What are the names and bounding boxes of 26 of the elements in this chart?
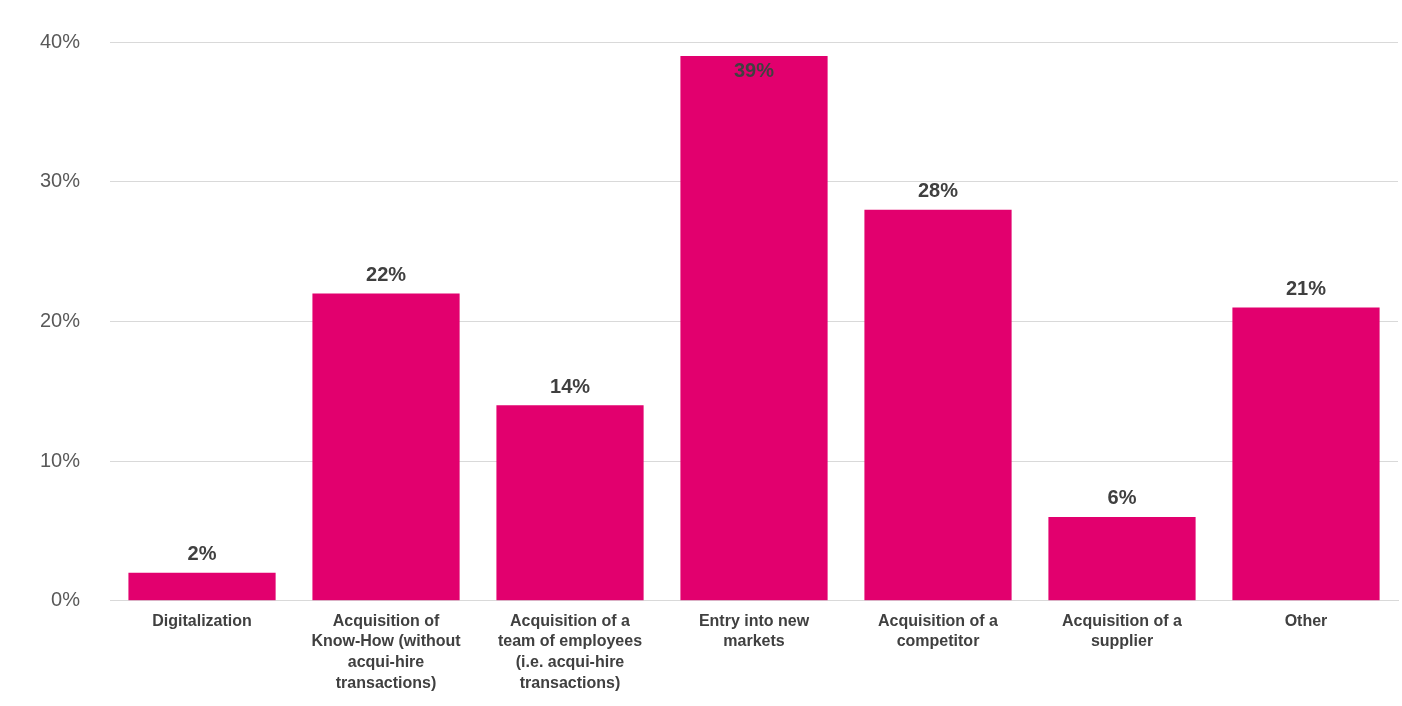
bar [864, 209, 1012, 601]
y-tick-label: 30% [40, 169, 81, 192]
x-tick-label: Digitalization [152, 611, 252, 629]
data-label: 21% [1285, 276, 1327, 299]
bar [680, 55, 828, 601]
data-label: 14% [550, 374, 591, 397]
y-tick-label: 0% [51, 588, 81, 611]
bar [1048, 516, 1196, 601]
data-label: 2% [187, 542, 217, 565]
x-tick-label: Entry into new markets [698, 611, 810, 650]
y-tick-label: 40% [40, 29, 81, 52]
data-label: 28% [917, 179, 959, 202]
bar [128, 572, 276, 601]
y-tick-label: 10% [40, 448, 81, 471]
x-tick-label: Other [1284, 611, 1328, 629]
data-label: 39% [734, 59, 775, 82]
bar [496, 405, 644, 601]
x-tick-label: Acquisition of a team of employees (i.e. acqui-hire transactions) [497, 611, 643, 692]
x-tick-label: Acquisition of Know-How (without acqui-hire transactions) [311, 611, 462, 692]
data-label: 22% [366, 262, 407, 285]
x-tick-label: Acquisition of a supplier [1062, 611, 1183, 650]
data-label: 6% [1107, 486, 1137, 509]
y-tick-label: 20% [40, 308, 81, 331]
bar [312, 293, 460, 601]
bar [1232, 307, 1380, 601]
x-tick-label: Acquisition of a competitor [878, 611, 999, 650]
